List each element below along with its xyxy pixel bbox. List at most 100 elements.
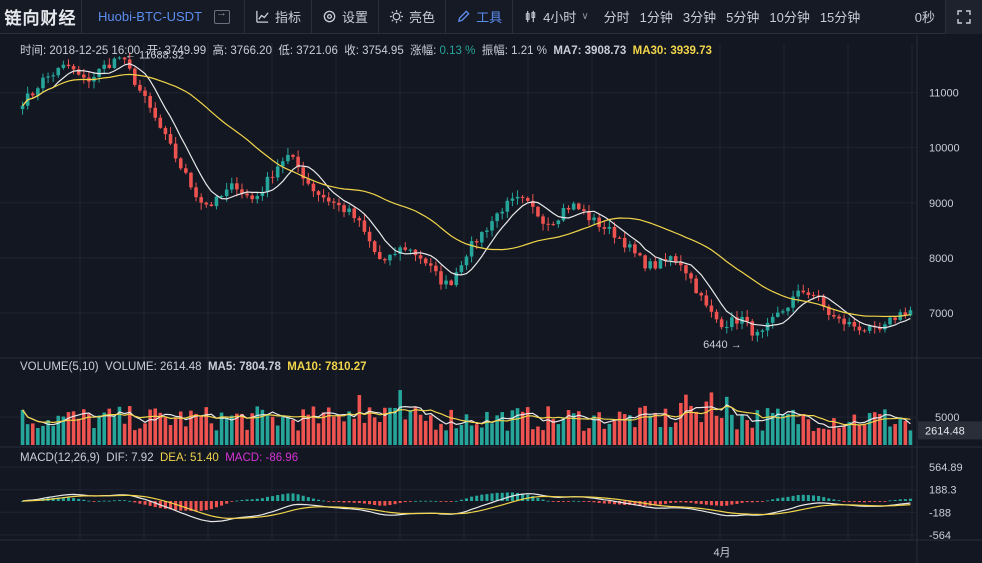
candle-body: [566, 207, 571, 210]
candle-body: [434, 265, 438, 272]
candle-body: [801, 290, 806, 293]
macd-bar: [715, 501, 719, 506]
interval-option[interactable]: 15分钟: [819, 10, 861, 25]
logo: 链向财经: [0, 0, 82, 34]
candle-body: [842, 318, 846, 325]
volume-bar: [403, 419, 408, 445]
macd-bar: [214, 501, 218, 508]
candle-body: [122, 57, 127, 60]
volume-bar: [495, 415, 499, 445]
candle-body: [811, 294, 816, 296]
change-value: 0.13 %: [439, 45, 476, 57]
candle-body: [474, 241, 479, 243]
chart-canvas[interactable]: 7000 8000 9000 10000 11000 ← 11688.32 6440 → 50…: [0, 35, 982, 563]
symbol-selector[interactable]: Huobi-BTC-USDT: [82, 0, 246, 34]
interval-dropdown[interactable]: 4小时 ∨: [513, 0, 599, 34]
volume-bar: [449, 409, 453, 445]
volume-bar: [76, 418, 81, 445]
candle-body: [837, 316, 841, 319]
volume-bar: [862, 424, 867, 445]
candle-body: [153, 107, 158, 118]
macd-bar: [612, 501, 617, 505]
fullscreen-button[interactable]: [945, 0, 982, 34]
macd-bar: [817, 495, 821, 501]
compare-icon[interactable]: [214, 7, 231, 24]
candle-body: [495, 213, 499, 222]
macd-bar: [806, 495, 810, 501]
volume-bar: [250, 413, 254, 445]
interval-option[interactable]: 1分钟: [639, 10, 673, 25]
macd-bar: [888, 500, 892, 502]
volume-bar: [551, 419, 556, 445]
macd-bar: [235, 500, 239, 502]
candle-body: [551, 223, 556, 225]
volume-bar: [189, 410, 193, 445]
macd-bar: [847, 501, 851, 502]
close-value: 3754.95: [362, 45, 404, 57]
volume-bar: [699, 422, 704, 445]
x-axis-label: 4月: [713, 547, 730, 559]
volume-bar: [184, 426, 188, 445]
macd-bar: [383, 501, 387, 506]
macd-bar: [61, 497, 65, 501]
macd-bar: [776, 498, 780, 501]
interval-option[interactable]: 5分钟: [726, 10, 760, 25]
candle-body: [311, 183, 316, 192]
volume-bar: [908, 430, 913, 445]
candle-body: [377, 251, 382, 260]
macd-bar: [286, 493, 290, 501]
volume-bar: [633, 427, 637, 445]
volume-bar: [673, 422, 678, 445]
volume-bar: [903, 420, 908, 445]
candle-body: [291, 154, 295, 157]
candle-body: [556, 220, 561, 225]
volume-bar: [337, 415, 341, 445]
macd-bar: [306, 497, 310, 501]
interval-option[interactable]: 3分钟: [682, 10, 717, 25]
brightness-button[interactable]: 亮色: [379, 0, 447, 34]
candlestick-icon: [525, 10, 536, 23]
candle-body: [321, 194, 326, 198]
macd-bar: [771, 499, 775, 501]
interval-option[interactable]: 分时: [603, 10, 630, 25]
settings-label: 设置: [342, 10, 369, 25]
indicators-button[interactable]: 指标: [245, 0, 313, 34]
candle-body: [464, 256, 469, 266]
candle-body: [760, 330, 765, 332]
macd-bar: [128, 500, 132, 502]
volume-bar: [510, 410, 515, 445]
ma30-line: [22, 73, 911, 318]
tools-button[interactable]: 工具: [446, 0, 514, 34]
candle-body: [224, 189, 229, 197]
macd-bar: [648, 501, 652, 506]
interval-option[interactable]: 10分钟: [769, 10, 810, 25]
macd-bar: [883, 501, 887, 502]
macd-bar: [868, 501, 872, 502]
sun-icon: [389, 9, 404, 24]
volume-bar: [454, 428, 459, 445]
volume-bar: [806, 419, 811, 445]
volume-bar: [92, 428, 96, 445]
candle-body: [76, 69, 81, 75]
macd-bar: [679, 501, 683, 503]
symbol-name[interactable]: Huobi-BTC-USDT: [98, 9, 203, 24]
settings-button[interactable]: 设置: [312, 0, 380, 34]
candle-body: [653, 261, 658, 269]
candle-body: [36, 88, 40, 96]
macd-tick-label: -188: [929, 507, 951, 519]
candle-body: [648, 261, 652, 269]
macd-bar: [551, 501, 555, 502]
macd-bar: [112, 500, 116, 502]
volume-bar: [684, 394, 688, 445]
candle-body: [622, 237, 627, 248]
volume-bar: [643, 405, 647, 445]
macd-bar: [669, 501, 673, 503]
macd-bar: [260, 498, 264, 501]
volume-bar: [296, 430, 300, 445]
macd-bar: [842, 501, 846, 502]
volume-bar: [531, 429, 535, 445]
volume-bar: [413, 406, 418, 445]
macd-bar: [684, 501, 688, 503]
macd-bar: [240, 499, 244, 501]
candle-body: [602, 227, 607, 229]
